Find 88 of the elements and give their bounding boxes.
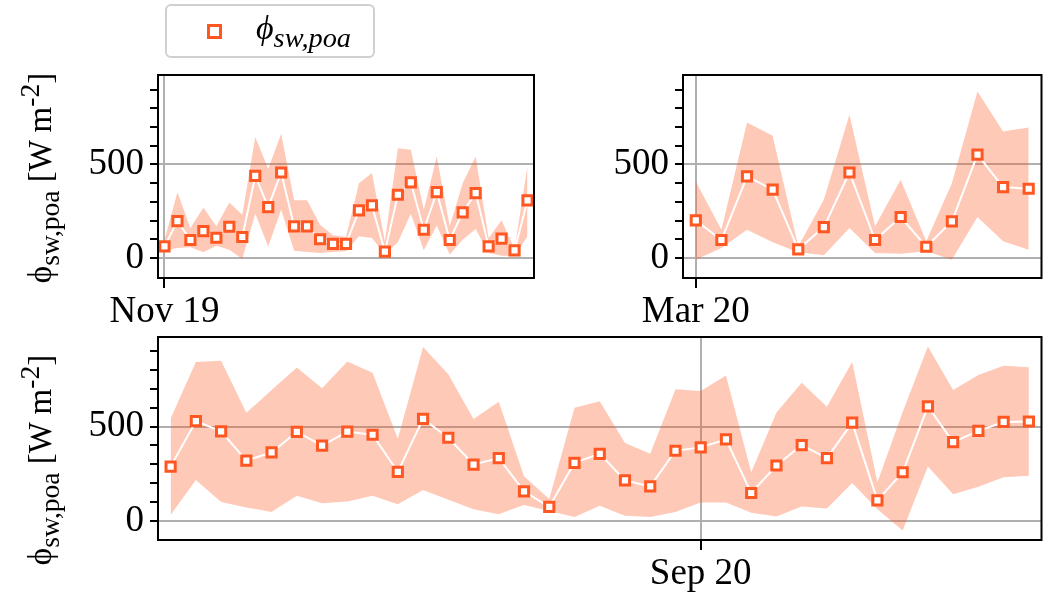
point [517,485,531,498]
point [508,244,521,257]
point [871,494,884,507]
point [430,186,443,199]
point [792,243,805,256]
point [469,186,482,200]
point [694,441,707,454]
point [339,237,353,251]
point [482,240,495,253]
point [1022,415,1035,428]
point [921,400,934,413]
point [352,204,366,217]
point [644,480,657,493]
point [189,415,202,428]
point [365,199,379,212]
point [301,220,314,233]
point [947,435,960,449]
point [843,166,856,179]
point [215,425,228,438]
y-tick-label: 0 [650,234,669,276]
x-tick-label: Sep 20 [649,550,752,592]
point [740,170,754,183]
point [495,232,508,245]
point [766,183,779,196]
y-tick-label: 500 [88,403,144,445]
point [249,169,262,182]
point [326,237,340,251]
point [543,500,556,513]
point [920,240,933,253]
point [894,210,907,224]
point [719,433,733,446]
point [290,425,303,438]
legend-label: ϕ$_{sw,poa}$ [256,8,351,54]
point [416,412,430,425]
point [442,431,455,444]
point [820,452,834,465]
point [745,486,758,500]
point [236,230,249,244]
point [770,459,783,472]
point [593,447,606,460]
point [996,180,1010,194]
y-tick-label: 500 [88,141,144,183]
point [971,148,984,161]
point [404,176,417,189]
point [197,224,210,238]
point [521,194,534,207]
point [366,428,379,441]
point [817,221,830,234]
x-tick-label: Mar 20 [641,288,750,330]
point [184,233,197,247]
point [378,245,391,258]
point [456,206,469,219]
x-tick-label: Nov 19 [109,288,220,330]
point [341,425,354,438]
point [868,233,882,247]
point [443,233,456,247]
point [715,233,728,247]
point [846,416,859,429]
point [223,220,236,233]
point [313,233,327,246]
point [467,458,480,471]
point [265,446,278,459]
point [275,166,288,179]
point [391,188,404,201]
point [391,465,404,478]
point [171,215,184,228]
point [210,231,223,244]
point [972,424,985,438]
y-tick-label: 0 [125,497,144,539]
point [945,215,958,228]
point [618,474,632,487]
point [158,240,171,253]
y-tick-label: 0 [125,234,144,276]
point [795,439,808,452]
point [896,466,909,479]
point [492,452,505,465]
point [164,460,177,473]
point [669,444,682,457]
point [262,200,275,214]
point [997,415,1010,428]
point [417,223,430,236]
point [568,456,581,469]
point [288,220,301,233]
point [240,454,253,467]
y-tick-label: 500 [613,141,669,183]
point [689,214,702,227]
point [315,439,329,452]
point [1022,182,1035,195]
